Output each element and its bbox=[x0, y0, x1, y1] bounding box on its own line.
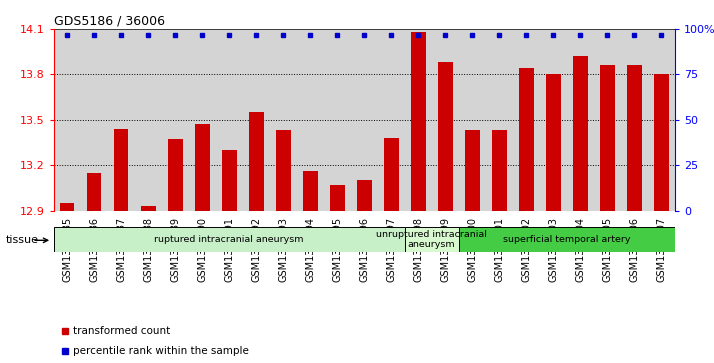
Bar bbox=[411, 32, 426, 211]
Bar bbox=[276, 130, 291, 211]
Bar bbox=[438, 62, 453, 211]
Bar bbox=[54, 227, 405, 252]
Bar bbox=[221, 150, 236, 211]
Text: percentile rank within the sample: percentile rank within the sample bbox=[74, 346, 249, 356]
Text: unruptured intracranial
aneurysm: unruptured intracranial aneurysm bbox=[376, 230, 487, 249]
Bar bbox=[303, 171, 318, 211]
Bar bbox=[573, 56, 588, 211]
Bar bbox=[248, 112, 263, 211]
Bar bbox=[60, 203, 74, 211]
Text: transformed count: transformed count bbox=[74, 326, 171, 336]
Bar bbox=[492, 130, 507, 211]
Bar bbox=[405, 227, 458, 252]
Bar bbox=[545, 74, 560, 211]
Bar bbox=[141, 206, 156, 211]
Bar bbox=[600, 65, 615, 211]
Bar bbox=[627, 65, 642, 211]
Bar bbox=[383, 138, 398, 211]
Bar bbox=[654, 74, 668, 211]
Bar bbox=[519, 68, 533, 211]
Bar bbox=[195, 125, 209, 211]
Bar bbox=[168, 139, 183, 211]
Text: ruptured intracranial aneurysm: ruptured intracranial aneurysm bbox=[154, 235, 304, 244]
Bar bbox=[458, 227, 675, 252]
Text: tissue: tissue bbox=[6, 235, 39, 245]
Bar bbox=[114, 129, 129, 211]
Bar bbox=[330, 185, 345, 211]
Bar bbox=[465, 130, 480, 211]
Text: GDS5186 / 36006: GDS5186 / 36006 bbox=[54, 15, 164, 28]
Bar bbox=[86, 173, 101, 211]
Bar bbox=[357, 180, 371, 211]
Text: superficial temporal artery: superficial temporal artery bbox=[503, 235, 630, 244]
